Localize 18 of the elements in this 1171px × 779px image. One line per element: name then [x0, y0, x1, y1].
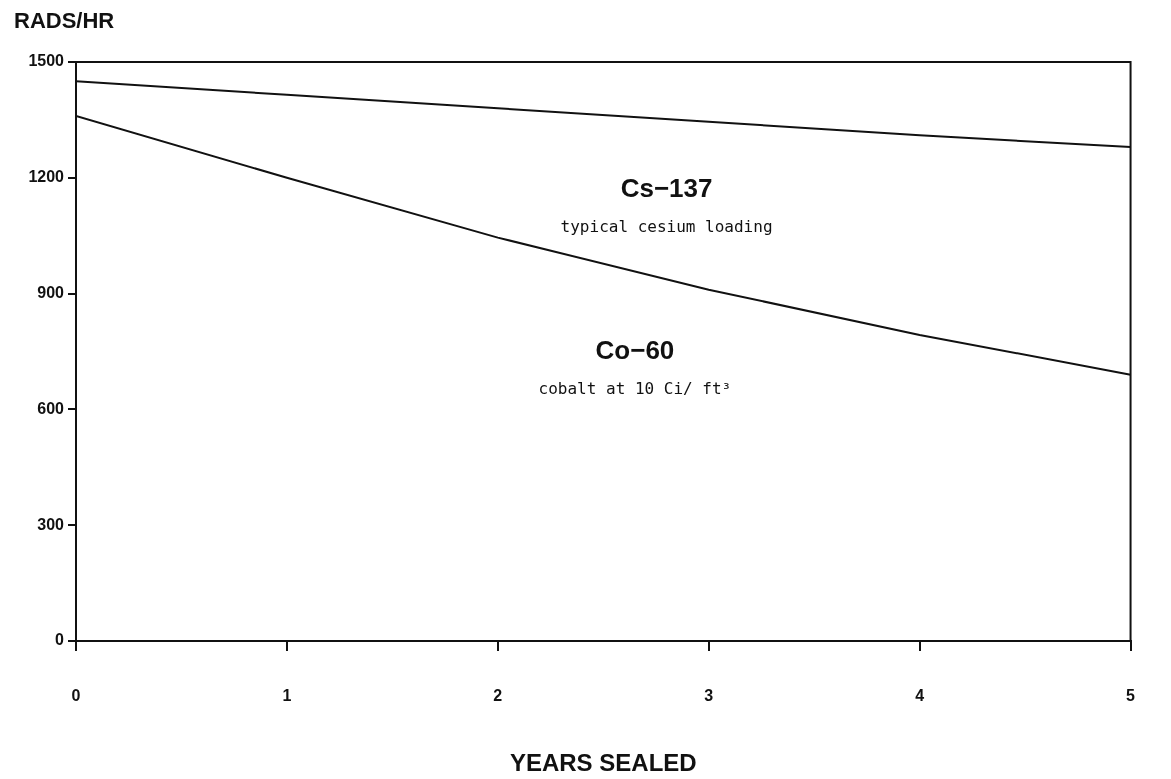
x-axis-title: YEARS SEALED	[509, 748, 697, 776]
x-tick-label: 3	[704, 687, 714, 705]
y-axis-title: RADS/HR	[14, 8, 115, 34]
annotation: typical cesium loading	[560, 217, 773, 237]
x-tick-label: 4	[915, 687, 925, 705]
y-tick-label: 1500	[28, 52, 65, 70]
y-tick-label: 600	[37, 399, 65, 417]
text: Co−60	[595, 335, 675, 366]
x-tick-label: 0	[71, 687, 81, 705]
y-tick-label: 0	[55, 631, 65, 649]
x-tick-label: 5	[1126, 687, 1136, 705]
x-tick-label: 1	[282, 687, 292, 705]
annotation: cobalt at 10 Ci/ ft³	[538, 379, 732, 399]
y-tick-label: 900	[37, 284, 65, 302]
y-tick-label: 300	[37, 515, 65, 533]
x-tick-label: 2	[493, 687, 503, 705]
y-tick-label: 1200	[28, 168, 65, 186]
series-label: Cs−137	[620, 173, 713, 204]
